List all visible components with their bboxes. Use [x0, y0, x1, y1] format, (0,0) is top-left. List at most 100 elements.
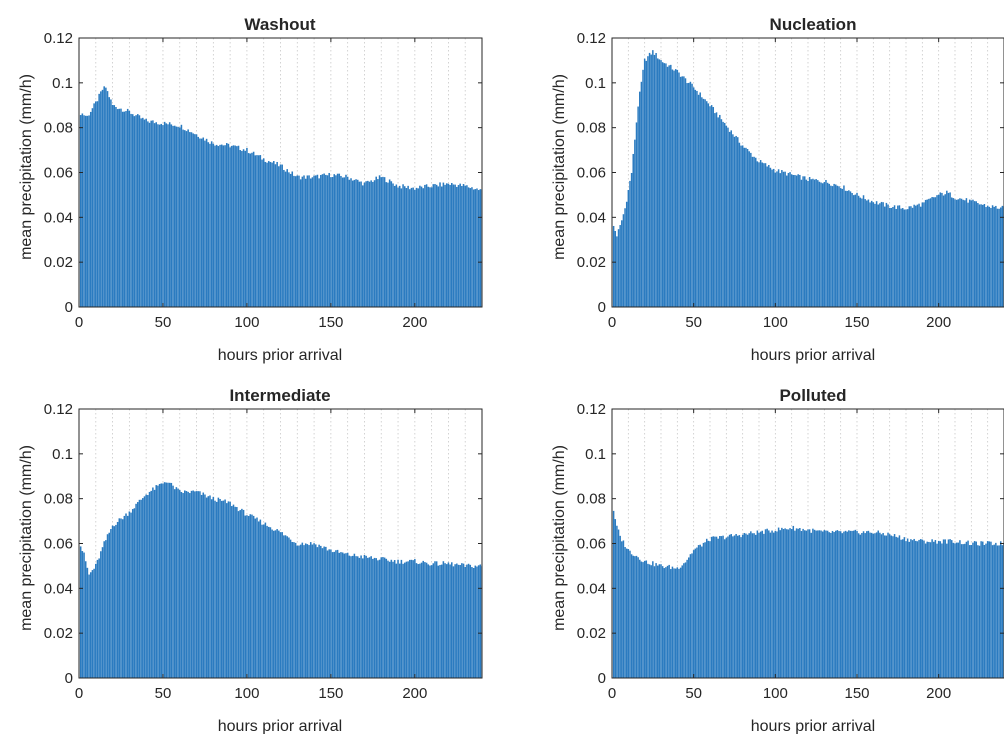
- bar: [269, 161, 272, 307]
- bar: [740, 145, 742, 307]
- bar: [382, 557, 384, 678]
- y-tick-label: 0.02: [577, 625, 606, 642]
- bar: [617, 529, 620, 678]
- bar: [730, 130, 732, 307]
- panel-title: Nucleation: [770, 15, 857, 34]
- bar: [194, 134, 196, 307]
- bar: [400, 559, 403, 678]
- bar: [688, 557, 690, 678]
- bar: [336, 173, 339, 307]
- bar: [898, 535, 901, 678]
- bar: [866, 531, 868, 678]
- bar: [395, 184, 398, 307]
- bar: [158, 483, 161, 678]
- bar: [236, 507, 238, 678]
- bar: [802, 528, 804, 678]
- bar: [247, 515, 250, 678]
- x-tick-labels: 0 50 100 150 200: [608, 685, 951, 702]
- bar: [678, 568, 680, 678]
- bar: [771, 530, 773, 678]
- bar: [856, 192, 858, 307]
- bar: [199, 491, 201, 678]
- bar: [163, 121, 166, 307]
- bar: [800, 531, 803, 678]
- bar: [306, 175, 309, 307]
- bar: [320, 174, 322, 307]
- x-tick-labels: 0 50 100 150 200: [75, 314, 428, 331]
- bar: [472, 567, 475, 678]
- bar: [879, 532, 881, 678]
- bar: [128, 511, 131, 678]
- bar: [983, 204, 986, 307]
- bar: [843, 185, 845, 307]
- y-tick-label: 0.04: [44, 209, 73, 226]
- bar: [857, 533, 860, 678]
- bar: [457, 564, 460, 678]
- bar: [323, 546, 325, 678]
- bar: [686, 559, 688, 678]
- bar: [98, 93, 100, 307]
- bar: [624, 208, 626, 307]
- bar: [476, 566, 478, 678]
- bar: [637, 106, 639, 307]
- bar: [738, 535, 741, 678]
- bar: [234, 145, 236, 307]
- bar: [269, 527, 272, 678]
- bar: [308, 175, 310, 307]
- bar: [338, 173, 341, 307]
- bar: [145, 118, 147, 307]
- panel-washout: Washout hours prior arrival mean precipi…: [18, 15, 483, 364]
- bar: [913, 538, 915, 678]
- bar: [175, 126, 178, 307]
- bar: [679, 76, 682, 308]
- bar: [797, 528, 799, 678]
- bar: [964, 200, 966, 307]
- bar: [910, 539, 912, 678]
- bar: [924, 199, 927, 307]
- bar: [84, 561, 87, 678]
- panel-title: Polluted: [779, 386, 846, 405]
- bar: [435, 561, 438, 678]
- bar: [720, 536, 723, 678]
- bar: [261, 159, 263, 307]
- bar: [197, 136, 199, 307]
- bar: [298, 175, 300, 307]
- bar: [439, 564, 441, 678]
- bar: [926, 541, 928, 678]
- bar: [422, 188, 425, 307]
- bar: [725, 125, 728, 307]
- x-tick-label: 200: [926, 314, 951, 331]
- bar: [849, 191, 852, 307]
- bar: [828, 532, 830, 678]
- bar: [212, 143, 215, 307]
- bar: [712, 536, 715, 678]
- bar: [774, 172, 777, 307]
- bar: [454, 184, 456, 307]
- bar: [160, 483, 163, 678]
- bar: [348, 179, 351, 307]
- bar: [407, 185, 409, 307]
- bar: [432, 184, 435, 307]
- bar: [800, 179, 803, 307]
- bar: [115, 524, 117, 678]
- bar: [684, 562, 687, 678]
- bar: [294, 542, 297, 678]
- bar: [848, 190, 850, 307]
- bar: [311, 177, 314, 307]
- bar: [658, 564, 661, 678]
- bar: [857, 195, 860, 307]
- bar: [740, 537, 742, 678]
- bar: [363, 554, 366, 678]
- bar: [210, 141, 213, 307]
- bar: [215, 501, 218, 678]
- bar: [870, 200, 873, 307]
- bar: [471, 567, 473, 678]
- bar: [440, 186, 443, 307]
- bar: [147, 495, 149, 678]
- bar: [998, 545, 1000, 678]
- bar: [356, 179, 359, 307]
- bar: [393, 185, 396, 307]
- bar: [304, 178, 307, 307]
- bar: [892, 206, 894, 307]
- bar: [385, 182, 388, 307]
